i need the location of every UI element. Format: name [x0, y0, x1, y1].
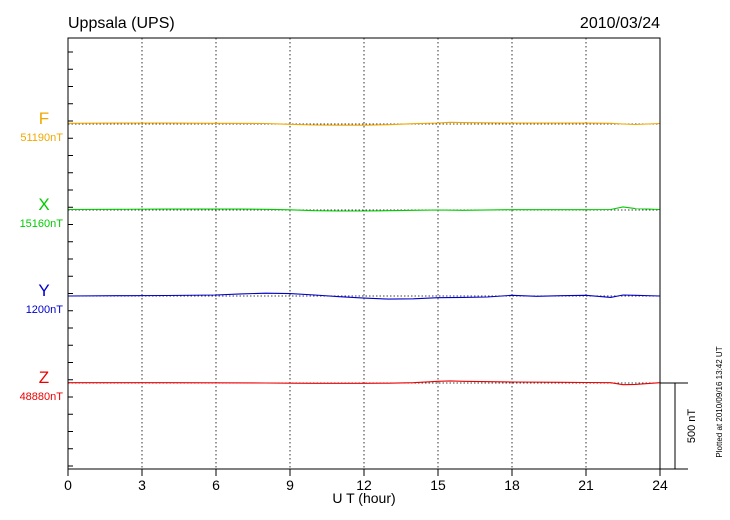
series-line-x — [67, 206, 661, 212]
left-axis-ticks — [68, 51, 73, 467]
chart-date: 2010/03/24 — [580, 15, 660, 32]
series-layer — [67, 121, 661, 386]
plotted-note: Plotted at 2010/09/16 13:42 UT — [715, 346, 724, 457]
series-name-y: Y — [38, 281, 49, 300]
x-tick-label-3: 3 — [138, 477, 146, 493]
series-baseline-y: 1200nT — [26, 304, 64, 316]
x-tick-label-15: 15 — [430, 477, 446, 493]
x-tick-label-6: 6 — [212, 477, 220, 493]
chart-title: Uppsala (UPS) — [68, 15, 175, 32]
x-tick-label-12: 12 — [356, 477, 372, 493]
series-baseline-f: 51190nT — [20, 132, 63, 144]
series-name-f: F — [39, 109, 49, 128]
series-line-y — [67, 292, 661, 300]
series-baseline-x: 15160nT — [20, 218, 64, 230]
series-name-z: Z — [39, 368, 49, 387]
scale-bar — [660, 382, 688, 470]
series-labels: F 51190nT X 15160nT Y 1200nT Z 48880nT — [20, 109, 64, 403]
x-tick-label-18: 18 — [504, 477, 520, 493]
x-tick-label-0: 0 — [64, 477, 72, 493]
x-tick-label-21: 21 — [578, 477, 594, 493]
series-line-z — [68, 380, 661, 386]
x-axis: 0 3 6 9 12 15 18 21 24 — [64, 469, 668, 493]
series-name-x: X — [38, 195, 49, 214]
x-tick-label-9: 9 — [286, 477, 294, 493]
scale-bar-label: 500 nT — [686, 409, 698, 444]
x-axis-label: U T (hour) — [332, 490, 395, 506]
series-line-f — [67, 121, 661, 126]
series-baseline-z: 48880nT — [20, 391, 64, 403]
x-tick-label-24: 24 — [652, 477, 668, 493]
